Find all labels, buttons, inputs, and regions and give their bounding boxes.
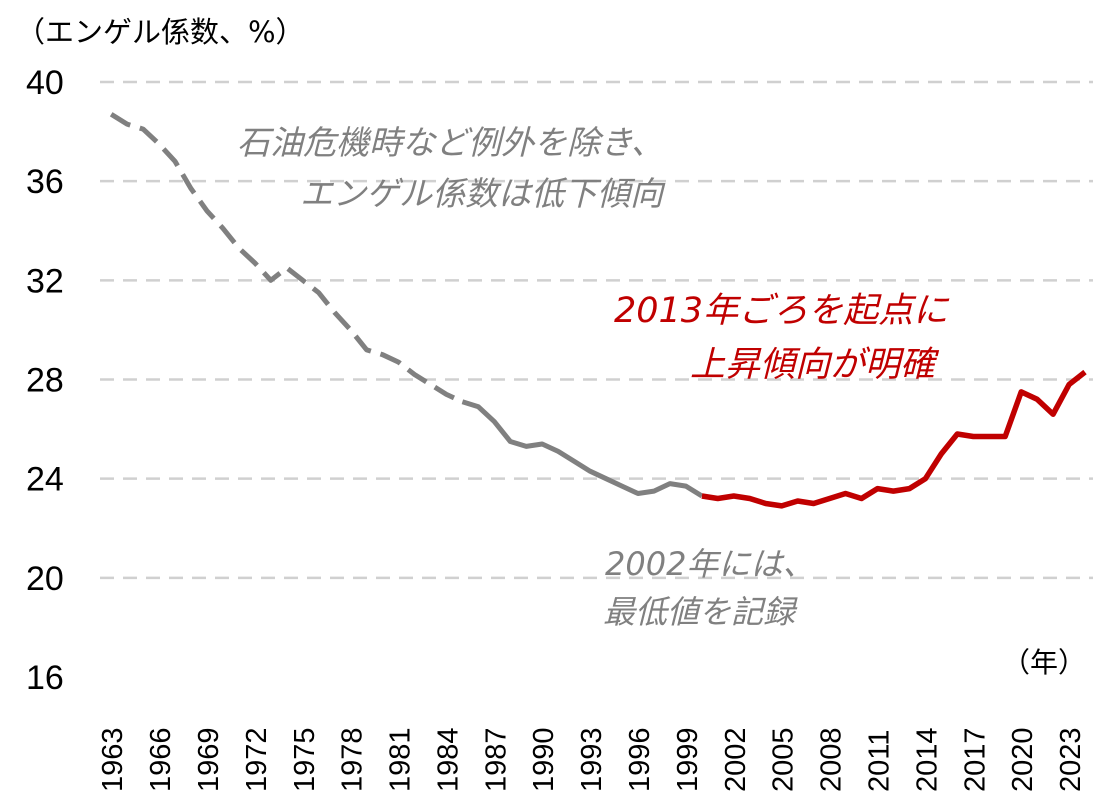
annotation-decline-line-2: エンゲル係数は低下傾向 xyxy=(300,174,666,213)
x-tick-label-1990: 1990 xyxy=(528,727,560,792)
x-tick-label-2020: 2020 xyxy=(1007,727,1039,792)
y-tick-label-20: 20 xyxy=(26,560,64,598)
y-tick-label-36: 36 xyxy=(26,163,64,201)
x-tick-label-1987: 1987 xyxy=(480,727,512,792)
y-tick-label-24: 24 xyxy=(26,461,64,499)
x-tick-label-2011: 2011 xyxy=(863,730,895,792)
series-line-2 xyxy=(701,369,1087,509)
annotation-minimum-line-2: 最低値を記録 xyxy=(603,593,798,631)
y-tick-label-40: 40 xyxy=(26,64,64,102)
annotation-rise-line-2: 上昇傾向が明確 xyxy=(690,345,940,385)
x-tick-label-1999: 1999 xyxy=(672,727,704,792)
y-tick-labels: 16 20 24 28 32 36 40 xyxy=(26,64,64,697)
x-tick-label-2005: 2005 xyxy=(768,727,800,792)
y-tick-label-16: 16 xyxy=(26,659,64,697)
y-unit-label: （エンゲル係数、%） xyxy=(16,15,305,49)
x-tick-label-2014: 2014 xyxy=(911,727,943,792)
annotation-minimum-line-1: 2002年には、 xyxy=(605,545,814,583)
x-tick-label-1981: 1981 xyxy=(385,727,417,792)
gridlines xyxy=(100,80,1093,580)
annotation-decline-line-1: 石油危機時など例外を除き、 xyxy=(237,123,664,162)
series-line-1 xyxy=(461,399,704,499)
x-tick-label-1996: 1996 xyxy=(624,727,656,792)
x-tick-label-1963: 1963 xyxy=(97,727,129,792)
x-tick-label-2002: 2002 xyxy=(720,727,752,792)
x-tick-labels: 1963 1966 1969 1972 1975 1978 1981 1984 1987 1990… xyxy=(97,727,1087,792)
y-tick-label-32: 32 xyxy=(26,262,64,300)
x-tick-label-1993: 1993 xyxy=(576,727,608,792)
x-tick-label-2008: 2008 xyxy=(816,727,848,792)
x-tick-label-2017: 2017 xyxy=(959,727,991,792)
x-tick-label-1984: 1984 xyxy=(432,727,464,792)
x-tick-label-1969: 1969 xyxy=(193,727,225,792)
y-tick-label-28: 28 xyxy=(26,362,64,400)
x-unit-label: （年） xyxy=(1002,646,1086,679)
x-tick-label-1978: 1978 xyxy=(337,727,369,792)
x-tick-label-1975: 1975 xyxy=(289,727,321,792)
annotation-rise-line-1: 2013年ごろを起点に xyxy=(614,291,950,331)
x-tick-label-2023: 2023 xyxy=(1055,727,1087,792)
series-line-0 xyxy=(109,112,464,405)
series-lines xyxy=(109,112,1087,509)
x-tick-label-1972: 1972 xyxy=(241,727,273,792)
x-tick-label-1966: 1966 xyxy=(145,727,177,792)
